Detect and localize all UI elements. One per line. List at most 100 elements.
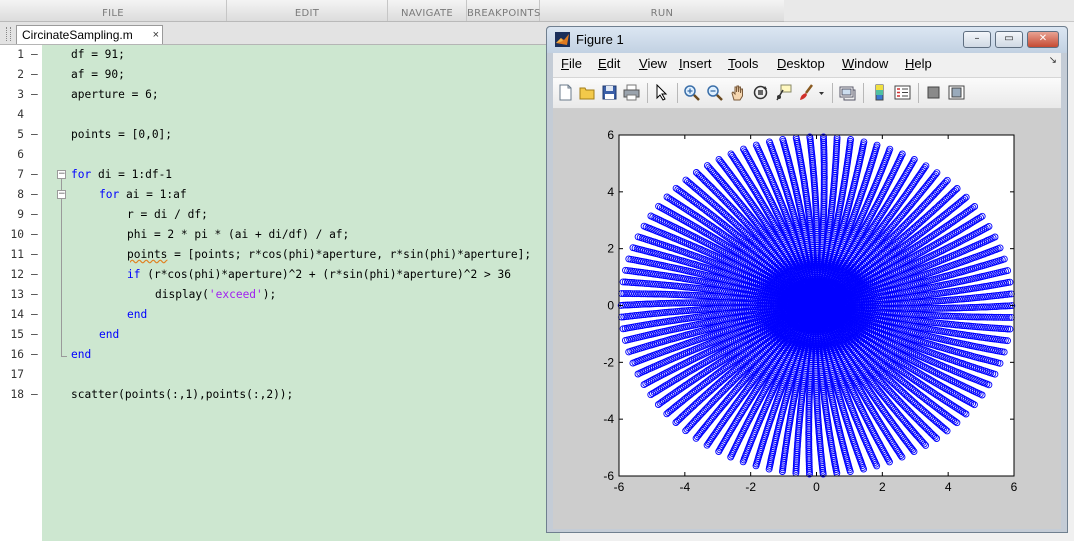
breakpoint-marker[interactable]: – [31,268,38,281]
breakpoint-marker[interactable]: – [31,68,38,81]
code-line[interactable]: 13– display('exceed'); [0,285,560,305]
new-figure-icon[interactable] [557,84,574,101]
ribbon-section-breakpoints[interactable]: BREAKPOINTS [467,0,540,21]
colorbar-icon[interactable] [871,84,888,101]
line-number[interactable]: 18 [10,388,24,401]
ribbon-section-navigate[interactable]: NAVIGATE [388,0,467,21]
line-number[interactable]: 4 [17,108,24,121]
code-content: if (r*cos(phi)*aperture)^2 + (r*sin(phi)… [127,265,511,285]
code-line[interactable]: 18– scatter(points(:,1),points(:,2)); [0,385,560,405]
line-number[interactable]: 15 [10,328,24,341]
code-line[interactable]: 5– points = [0,0]; [0,125,560,145]
show-plot-tools-icon[interactable] [948,84,965,101]
data-cursor-icon[interactable] [775,84,792,101]
open-file-icon[interactable] [579,84,596,101]
rotate-3d-icon[interactable] [752,84,769,101]
scatter-point [845,301,853,309]
zoom-out-icon[interactable] [706,84,723,101]
figure-title-bar[interactable]: Figure 1 – ▭ ✕ [547,27,1067,53]
line-number[interactable]: 7 [17,168,24,181]
editor-tab-strip: CircinateSampling.m × [0,22,560,45]
breakpoint-marker[interactable]: – [31,388,38,401]
keyword: end [99,328,120,341]
breakpoint-marker[interactable]: – [31,228,38,241]
pan-hand-icon[interactable] [729,84,746,101]
hide-plot-tools-icon[interactable] [925,84,942,101]
breakpoint-marker[interactable]: – [31,348,38,361]
breakpoint-marker[interactable]: – [31,288,38,301]
brush-dropdown-icon[interactable] [817,84,826,101]
close-window-button[interactable]: ✕ [1027,31,1059,48]
line-number[interactable]: 17 [10,368,24,381]
menu-insert[interactable]: Insert [679,56,712,71]
menu-overflow-icon[interactable]: ↘ [1048,55,1057,66]
minimize-button[interactable]: – [963,31,991,48]
ribbon-section-file[interactable]: FILE [0,0,227,21]
ribbon-section-edit[interactable]: EDIT [227,0,388,21]
code-line[interactable]: 10– phi = 2 * pi * (ai + di/df) / af; [0,225,560,245]
code-line[interactable]: 14– end [0,305,560,325]
line-number[interactable]: 3 [17,88,24,101]
print-icon[interactable] [623,84,640,101]
code-area[interactable] [42,45,560,541]
code-line[interactable]: 11– points = [points; r*cos(phi)*aperture… [0,245,560,265]
link-plot-icon[interactable] [839,84,856,101]
line-number[interactable]: 13 [10,288,24,301]
code-line[interactable]: 12– if (r*cos(phi)*aperture)^2 + (r*sin(p… [0,265,560,285]
code-line[interactable]: 7– for di = 1:df-1 [0,165,560,185]
breakpoint-marker[interactable]: – [31,208,38,221]
code-line[interactable]: 16– end [0,345,560,365]
line-number[interactable]: 1 [17,48,24,61]
code-line[interactable]: 9– r = di / df; [0,205,560,225]
close-tab-icon[interactable]: × [152,29,159,41]
breakpoint-marker[interactable]: – [31,48,38,61]
code-text: display( [155,288,209,301]
menu-help[interactable]: Help [905,56,932,71]
fold-toggle-icon[interactable]: − [57,169,66,179]
code-line[interactable]: 3– aperture = 6; [0,85,560,105]
code-line[interactable]: 4 [0,105,560,125]
fold-toggle-icon[interactable]: − [57,189,66,199]
line-number[interactable]: 16 [10,348,24,361]
line-number[interactable]: 8 [17,188,24,201]
line-number[interactable]: 9 [17,208,24,221]
line-number[interactable]: 11 [10,248,24,261]
brush-icon[interactable] [798,84,815,101]
zoom-in-icon[interactable] [683,84,700,101]
line-number[interactable]: 6 [17,148,24,161]
menu-window[interactable]: Window [842,56,889,71]
maximize-button[interactable]: ▭ [995,31,1023,48]
pointer-icon[interactable] [653,84,670,101]
ribbon-section-run[interactable]: RUN [650,8,674,19]
line-number[interactable]: 2 [17,68,24,81]
line-number[interactable]: 12 [10,268,24,281]
breakpoint-marker[interactable]: – [31,328,38,341]
breakpoint-marker[interactable]: – [31,188,38,201]
breakpoint-marker[interactable]: – [31,248,38,261]
save-icon[interactable] [601,84,618,101]
code-content: end [99,325,119,345]
code-line[interactable]: 2– af = 90; [0,65,560,85]
breakpoint-marker[interactable]: – [31,308,38,321]
breakpoint-marker[interactable]: – [31,168,38,181]
tab-grip-handle[interactable] [6,27,11,41]
breakpoint-marker[interactable]: – [31,88,38,101]
code-line[interactable]: 8– for ai = 1:af [0,185,560,205]
editor-tab-file[interactable]: CircinateSampling.m × [16,25,163,44]
code-line[interactable]: 6 [0,145,560,165]
menu-tools[interactable]: Tools [728,56,759,71]
menu-desktop[interactable]: Desktop [777,56,825,71]
menu-file[interactable]: File [561,56,582,71]
line-number[interactable]: 10 [10,228,24,241]
line-number[interactable]: 5 [17,128,24,141]
menu-view[interactable]: View [639,56,667,71]
breakpoint-marker[interactable]: – [31,128,38,141]
code-line[interactable]: 1– df = 91; [0,45,560,65]
menu-edit[interactable]: Edit [598,56,621,71]
code-content: af = 90; [71,65,125,85]
code-line[interactable]: 15– end [0,325,560,345]
legend-icon[interactable] [894,84,911,101]
code-line[interactable]: 17 [0,365,560,385]
line-number[interactable]: 14 [10,308,24,321]
